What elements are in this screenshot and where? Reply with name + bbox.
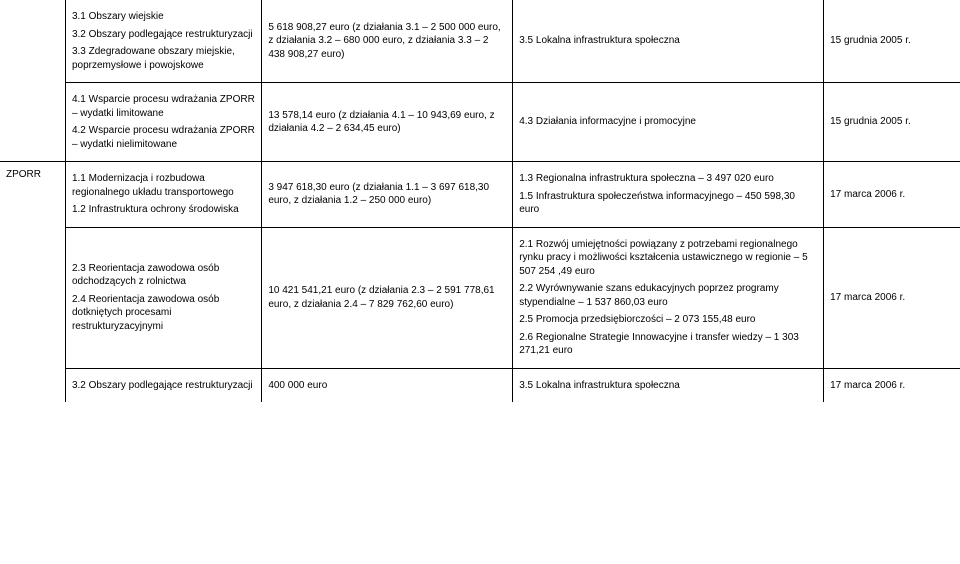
cell-text: 1.2 Infrastruktura ochrony środowiska bbox=[72, 203, 255, 217]
cell-col4: 17 marca 2006 r. bbox=[824, 368, 960, 402]
document-page: 3.1 Obszary wiejskie 3.2 Obszary podlega… bbox=[0, 0, 960, 402]
cell-text: 1.3 Regionalna infrastruktura społeczna … bbox=[519, 172, 817, 186]
table-row: ZPORR 1.1 Modernizacja i rozbudowa regio… bbox=[0, 162, 960, 228]
cell-text: 4.2 Wsparcie procesu wdrażania ZPORR – w… bbox=[72, 124, 255, 151]
cell-empty bbox=[0, 0, 65, 83]
cell-col3: 4.3 Działania informacyjne i promocyjne bbox=[513, 83, 824, 162]
cell-text: 3.2 Obszary podlegające restrukturyzacji bbox=[72, 28, 255, 42]
cell-col1: 2.3 Reorientacja zawodowa osób odchodząc… bbox=[65, 227, 261, 368]
cell-text: 15 grudnia 2005 r. bbox=[830, 116, 911, 127]
cell-col1: 1.1 Modernizacja i rozbudowa regionalneg… bbox=[65, 162, 261, 228]
cell-col3: 1.3 Regionalna infrastruktura społeczna … bbox=[513, 162, 824, 228]
cell-text: 3.3 Zdegradowane obszary miejskie, poprz… bbox=[72, 45, 255, 72]
cell-text: 400 000 euro bbox=[268, 380, 327, 391]
cell-text: 3.5 Lokalna infrastruktura społeczna bbox=[519, 35, 680, 46]
cell-text: 1.1 Modernizacja i rozbudowa regionalneg… bbox=[72, 172, 255, 199]
cell-text: 13 578,14 euro (z działania 4.1 – 10 943… bbox=[268, 110, 494, 135]
cell-col1: 3.1 Obszary wiejskie 3.2 Obszary podlega… bbox=[65, 0, 261, 83]
cell-text: 2.4 Reorientacja zawodowa osób dotknięty… bbox=[72, 293, 255, 334]
cell-col2: 5 618 908,27 euro (z działania 3.1 – 2 5… bbox=[262, 0, 513, 83]
cell-col3: 3.5 Lokalna infrastruktura społeczna bbox=[513, 0, 824, 83]
cell-col4: 17 marca 2006 r. bbox=[824, 227, 960, 368]
cell-text: 3.1 Obszary wiejskie bbox=[72, 10, 255, 24]
cell-text: 3 947 618,30 euro (z działania 1.1 – 3 6… bbox=[268, 182, 489, 207]
cell-text: 2.6 Regionalne Strategie Innowacyjne i t… bbox=[519, 331, 817, 358]
cell-text: 4.1 Wsparcie procesu wdrażania ZPORR – w… bbox=[72, 93, 255, 120]
cell-text: 17 marca 2006 r. bbox=[830, 189, 905, 200]
cell-text: 2.3 Reorientacja zawodowa osób odchodząc… bbox=[72, 262, 255, 289]
cell-col4: 15 grudnia 2005 r. bbox=[824, 83, 960, 162]
cell-text: 5 618 908,27 euro (z działania 3.1 – 2 5… bbox=[268, 22, 500, 60]
cell-program-label: ZPORR bbox=[0, 162, 65, 403]
cell-col1: 3.2 Obszary podlegające restrukturyzacji bbox=[65, 368, 261, 402]
data-table: 3.1 Obszary wiejskie 3.2 Obszary podlega… bbox=[0, 0, 960, 402]
cell-text: 2.1 Rozwój umiejętności powiązany z potr… bbox=[519, 238, 817, 279]
cell-col2: 400 000 euro bbox=[262, 368, 513, 402]
cell-text: 1.5 Infrastruktura społeczeństwa informa… bbox=[519, 190, 817, 217]
table-row: 3.2 Obszary podlegające restrukturyzacji… bbox=[0, 368, 960, 402]
cell-text: 3.2 Obszary podlegające restrukturyzacji bbox=[72, 379, 255, 393]
cell-col3: 3.5 Lokalna infrastruktura społeczna bbox=[513, 368, 824, 402]
cell-col2: 3 947 618,30 euro (z działania 1.1 – 3 6… bbox=[262, 162, 513, 228]
cell-text: 17 marca 2006 r. bbox=[830, 380, 905, 391]
cell-text: 15 grudnia 2005 r. bbox=[830, 35, 911, 46]
cell-text: 3.5 Lokalna infrastruktura społeczna bbox=[519, 380, 680, 391]
cell-col2: 13 578,14 euro (z działania 4.1 – 10 943… bbox=[262, 83, 513, 162]
cell-col4: 17 marca 2006 r. bbox=[824, 162, 960, 228]
cell-text: 2.2 Wyrównywanie szans edukacyjnych popr… bbox=[519, 282, 817, 309]
cell-text: 4.3 Działania informacyjne i promocyjne bbox=[519, 116, 696, 127]
cell-text: 2.5 Promocja przedsiębiorczości – 2 073 … bbox=[519, 313, 817, 327]
cell-col2: 10 421 541,21 euro (z działania 2.3 – 2 … bbox=[262, 227, 513, 368]
table-row: 4.1 Wsparcie procesu wdrażania ZPORR – w… bbox=[0, 83, 960, 162]
cell-text: 10 421 541,21 euro (z działania 2.3 – 2 … bbox=[268, 285, 494, 310]
cell-col1: 4.1 Wsparcie procesu wdrażania ZPORR – w… bbox=[65, 83, 261, 162]
cell-col3: 2.1 Rozwój umiejętności powiązany z potr… bbox=[513, 227, 824, 368]
table-row: 3.1 Obszary wiejskie 3.2 Obszary podlega… bbox=[0, 0, 960, 83]
program-label: ZPORR bbox=[6, 169, 41, 180]
cell-col4: 15 grudnia 2005 r. bbox=[824, 0, 960, 83]
cell-empty bbox=[0, 83, 65, 162]
table-row: 2.3 Reorientacja zawodowa osób odchodząc… bbox=[0, 227, 960, 368]
cell-text: 17 marca 2006 r. bbox=[830, 292, 905, 303]
